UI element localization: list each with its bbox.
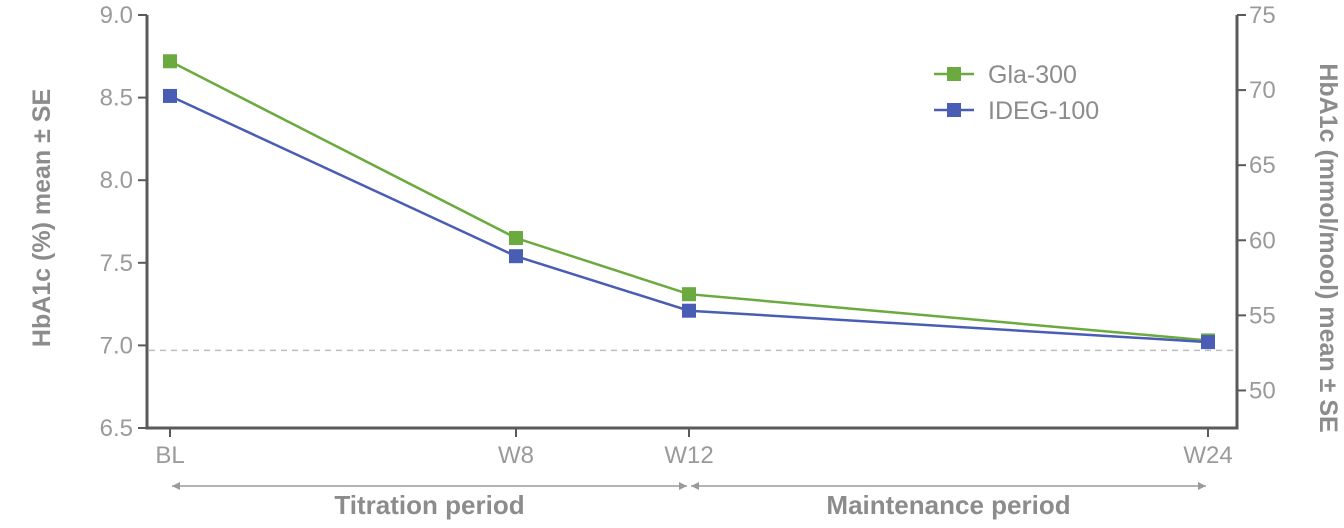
- data-point-gla-300: [509, 231, 523, 246]
- series-line-gla-300: [169, 60, 1209, 342]
- y-tick-label: 9.0: [100, 2, 133, 29]
- arrowhead-right: [679, 482, 687, 490]
- x-tick-label: W24: [1183, 442, 1232, 469]
- y-tick-label: 8.5: [100, 85, 133, 112]
- y2-tick-label: 55: [1249, 302, 1276, 329]
- y2-tick-label: 75: [1249, 2, 1276, 29]
- axes: [138, 14, 1246, 437]
- arrowhead-left: [691, 482, 699, 490]
- legend-marker: [947, 67, 961, 81]
- data-point-gla-300: [682, 287, 696, 302]
- legend-label: IDEG-100: [988, 97, 1099, 125]
- series-lines: [169, 60, 1209, 344]
- data-point-ideg-100: [1201, 335, 1215, 350]
- y2-axis-title: HbA1c (mmol/mool) mean ± SE: [1314, 63, 1342, 432]
- period-label: Maintenance period: [826, 490, 1070, 520]
- y-tick-label: 7.0: [100, 332, 133, 359]
- y2-tick-label: 60: [1249, 227, 1276, 254]
- x-tick-label: BL: [155, 442, 184, 469]
- period-annotations: Titration period Maintenance period: [172, 482, 1206, 520]
- legend-label: Gla-300: [988, 61, 1077, 89]
- data-point-gla-300: [163, 54, 177, 69]
- legend-marker: [947, 103, 961, 117]
- data-point-ideg-100: [682, 303, 696, 318]
- series-line-ideg-100: [169, 94, 1209, 344]
- y-tick-label: 6.5: [100, 415, 133, 442]
- y2-tick-label: 65: [1249, 152, 1276, 179]
- tick-labels: 9.0 8.5 8.0 7.5 7.0 6.5 75 70 65 60 55 50 BL W8 W12 W24: [100, 2, 1276, 469]
- series-markers: [163, 54, 1215, 350]
- arrowhead-left: [172, 482, 180, 490]
- data-point-ideg-100: [509, 249, 523, 264]
- y2-tick-label: 70: [1249, 77, 1276, 104]
- y-tick-label: 8.0: [100, 167, 133, 194]
- data-point-ideg-100: [163, 88, 177, 103]
- legend: Gla-300 IDEG-100: [934, 61, 1099, 125]
- x-tick-label: W8: [498, 442, 534, 469]
- y-tick-label: 7.5: [100, 250, 133, 277]
- y-axis-title: HbA1c (%) mean ± SE: [28, 89, 56, 347]
- y2-tick-label: 50: [1249, 377, 1276, 404]
- arrowhead-right: [1198, 482, 1206, 490]
- x-tick-label: W12: [664, 442, 713, 469]
- period-label: Titration period: [334, 490, 524, 520]
